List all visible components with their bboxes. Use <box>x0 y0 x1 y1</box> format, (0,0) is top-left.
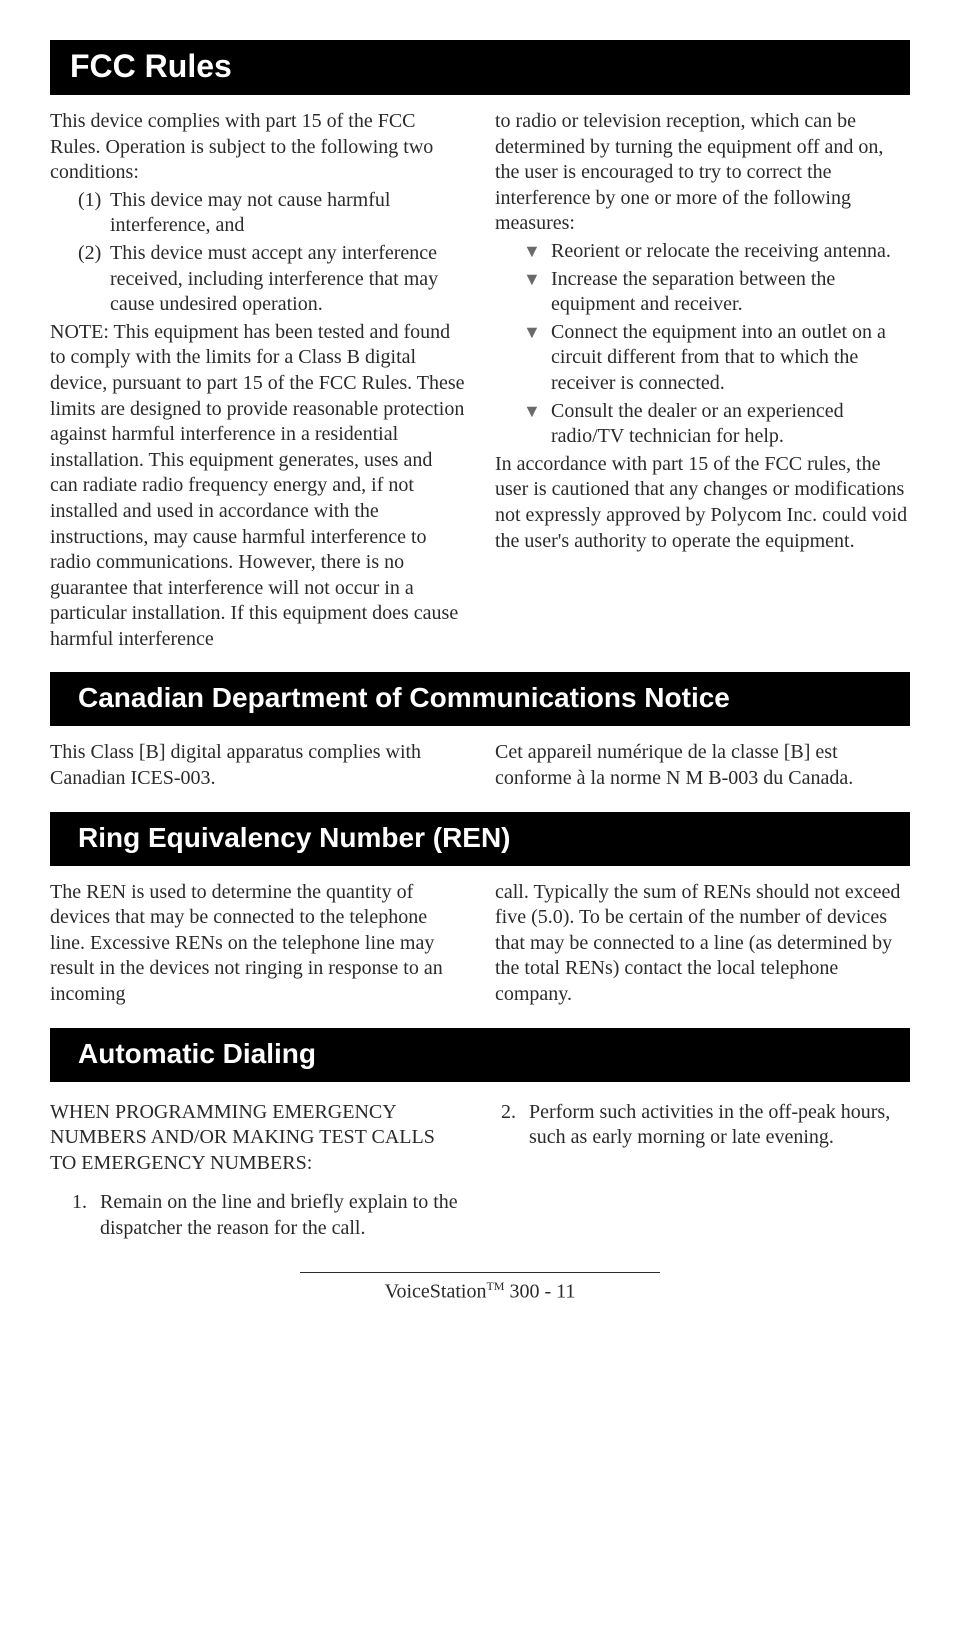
fcc-note-paragraph: NOTE: This equipment has been tested and… <box>50 320 465 653</box>
item-number: 2. <box>501 1100 529 1151</box>
ren-header: Ring Equivalency Number (REN) <box>50 812 910 866</box>
auto-left-column: WHEN PROGRAMMING EMERGENCY NUMBERS AND/O… <box>50 1100 465 1252</box>
auto-item-2: 2. Perform such activities in the off-pe… <box>501 1100 910 1151</box>
ren-right-text: call. Typically the sum of RENs should n… <box>495 880 910 1008</box>
condition-text: This device must accept any interference… <box>110 241 465 318</box>
footer-suffix: 300 - 11 <box>504 1280 575 1302</box>
measure-item: ▼ Connect the equipment into an outlet o… <box>523 320 910 397</box>
emergency-heading: WHEN PROGRAMMING EMERGENCY NUMBERS AND/O… <box>50 1100 465 1177</box>
fcc-condition-1: (1) This device may not cause harmful in… <box>78 188 465 239</box>
fcc-measures-list: ▼ Reorient or relocate the receiving ant… <box>523 239 910 450</box>
condition-number: (1) <box>78 188 110 239</box>
canadian-right-column: Cet appareil numérique de la classe [B] … <box>495 740 910 793</box>
fcc-interference-paragraph: to radio or television reception, which … <box>495 109 910 237</box>
fcc-intro-paragraph: This device complies with part 15 of the… <box>50 109 465 186</box>
measure-item: ▼ Increase the separation between the eq… <box>523 267 910 318</box>
ren-left-column: The REN is used to determine the quantit… <box>50 880 465 1010</box>
trademark-symbol: TM <box>486 1279 504 1293</box>
fcc-body: This device complies with part 15 of the… <box>50 109 910 654</box>
item-text: Perform such activities in the off-peak … <box>529 1100 910 1151</box>
canadian-body: This Class [B] digital apparatus complie… <box>50 740 910 793</box>
footer-product: VoiceStation <box>385 1280 487 1302</box>
automatic-dialing-body: WHEN PROGRAMMING EMERGENCY NUMBERS AND/O… <box>50 1100 910 1252</box>
condition-text: This device may not cause harmful interf… <box>110 188 465 239</box>
canadian-notice-header: Canadian Department of Communications No… <box>50 672 910 726</box>
auto-list-right: 2. Perform such activities in the off-pe… <box>501 1100 910 1151</box>
auto-item-1: 1. Remain on the line and briefly explai… <box>72 1190 465 1241</box>
automatic-dialing-header: Automatic Dialing <box>50 1028 910 1082</box>
condition-number: (2) <box>78 241 110 318</box>
auto-right-column: 2. Perform such activities in the off-pe… <box>495 1100 910 1252</box>
item-number: 1. <box>72 1190 100 1241</box>
measure-item: ▼ Consult the dealer or an experienced r… <box>523 399 910 450</box>
ren-body: The REN is used to determine the quantit… <box>50 880 910 1010</box>
page-footer: VoiceStationTM 300 - 11 <box>50 1272 910 1304</box>
fcc-conditions-list: (1) This device may not cause harmful in… <box>78 188 465 318</box>
fcc-left-column: This device complies with part 15 of the… <box>50 109 465 654</box>
canadian-english-text: This Class [B] digital apparatus complie… <box>50 740 465 791</box>
document-page: FCC Rules This device complies with part… <box>0 0 960 1333</box>
measure-text: Reorient or relocate the receiving anten… <box>551 239 910 265</box>
ren-left-text: The REN is used to determine the quantit… <box>50 880 465 1008</box>
auto-list-left: 1. Remain on the line and briefly explai… <box>72 1190 465 1241</box>
measure-text: Increase the separation between the equi… <box>551 267 910 318</box>
canadian-left-column: This Class [B] digital apparatus complie… <box>50 740 465 793</box>
measure-item: ▼ Reorient or relocate the receiving ant… <box>523 239 910 265</box>
footer-text: VoiceStationTM 300 - 11 <box>50 1279 910 1304</box>
triangle-bullet-icon: ▼ <box>523 239 551 265</box>
canadian-french-text: Cet appareil numérique de la classe [B] … <box>495 740 910 791</box>
triangle-bullet-icon: ▼ <box>523 267 551 318</box>
footer-divider <box>300 1272 660 1273</box>
fcc-condition-2: (2) This device must accept any interfer… <box>78 241 465 318</box>
fcc-caution-paragraph: In accordance with part 15 of the FCC ru… <box>495 452 910 554</box>
triangle-bullet-icon: ▼ <box>523 399 551 450</box>
triangle-bullet-icon: ▼ <box>523 320 551 397</box>
fcc-right-column: to radio or television reception, which … <box>495 109 910 654</box>
ren-right-column: call. Typically the sum of RENs should n… <box>495 880 910 1010</box>
measure-text: Connect the equipment into an outlet on … <box>551 320 910 397</box>
fcc-rules-header: FCC Rules <box>50 40 910 95</box>
item-text: Remain on the line and briefly explain t… <box>100 1190 465 1241</box>
measure-text: Consult the dealer or an experienced rad… <box>551 399 910 450</box>
